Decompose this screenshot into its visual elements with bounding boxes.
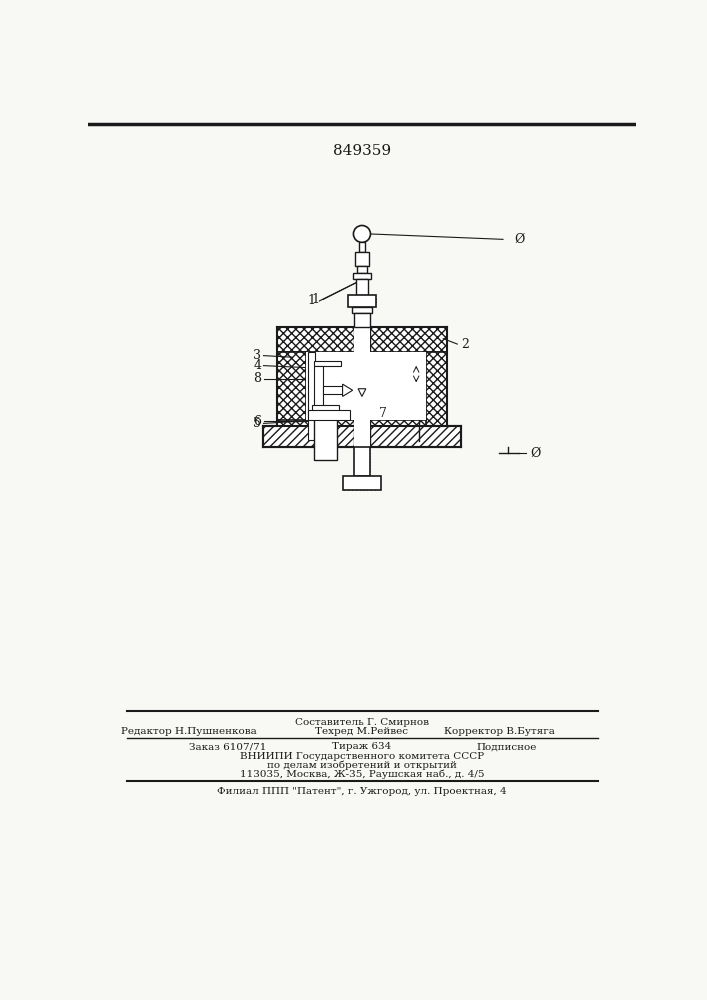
Bar — [323, 386, 343, 394]
Bar — [356, 279, 368, 295]
Bar — [354, 420, 370, 441]
Bar — [263, 426, 461, 447]
Bar — [306, 352, 426, 420]
Circle shape — [354, 225, 370, 242]
Text: по делам изобретений и открытий: по делам изобретений и открытий — [267, 761, 457, 770]
Bar — [354, 426, 370, 447]
Bar — [308, 410, 351, 420]
Bar — [314, 366, 323, 408]
Bar — [355, 252, 369, 266]
Text: Тираж 634: Тираж 634 — [332, 742, 392, 751]
Text: Филиал ППП "Патент", г. Ужгород, ул. Проектная, 4: Филиал ППП "Патент", г. Ужгород, ул. Про… — [217, 787, 507, 796]
Text: Заказ 6107/71: Заказ 6107/71 — [189, 742, 267, 751]
Text: Техред М.Рейвес: Техред М.Рейвес — [315, 727, 409, 736]
Bar — [354, 447, 370, 476]
Text: Составитель Г. Смирнов: Составитель Г. Смирнов — [295, 718, 429, 727]
Bar — [314, 410, 337, 460]
Bar — [314, 361, 341, 366]
Bar — [352, 307, 372, 313]
Text: 7: 7 — [379, 407, 387, 420]
Text: Редактор Н.Пушненкова: Редактор Н.Пушненкова — [121, 727, 257, 736]
Text: 1: 1 — [311, 293, 320, 306]
Text: 113035, Москва, Ж-35, Раушская наб., д. 4/5: 113035, Москва, Ж-35, Раушская наб., д. … — [240, 770, 484, 779]
Polygon shape — [358, 389, 366, 396]
Text: 1: 1 — [308, 294, 315, 307]
Bar — [312, 405, 339, 411]
Bar — [354, 313, 370, 327]
Text: Корректор В.Бутяга: Корректор В.Бутяга — [444, 727, 554, 736]
Text: 6: 6 — [253, 415, 261, 428]
Text: 3: 3 — [253, 349, 261, 362]
Bar — [343, 476, 381, 490]
Text: Ø: Ø — [530, 447, 540, 460]
Text: Подписное: Подписное — [477, 742, 537, 751]
Bar — [348, 295, 376, 307]
Bar — [357, 266, 367, 273]
Bar — [353, 273, 371, 279]
Bar — [354, 327, 370, 352]
Bar — [426, 352, 448, 426]
Bar — [276, 352, 306, 441]
Bar — [276, 420, 426, 441]
Polygon shape — [343, 384, 353, 396]
Text: 849359: 849359 — [333, 144, 391, 158]
Text: 2: 2 — [461, 338, 469, 351]
Text: 4: 4 — [253, 359, 261, 372]
Bar — [276, 327, 448, 352]
Bar — [308, 352, 315, 440]
Text: ВНИИПИ Государственного комитета СССР: ВНИИПИ Государственного комитета СССР — [240, 752, 484, 761]
Text: 8: 8 — [253, 372, 261, 385]
Text: 5: 5 — [253, 417, 261, 430]
Text: Ø: Ø — [515, 233, 525, 246]
Bar — [359, 242, 365, 252]
